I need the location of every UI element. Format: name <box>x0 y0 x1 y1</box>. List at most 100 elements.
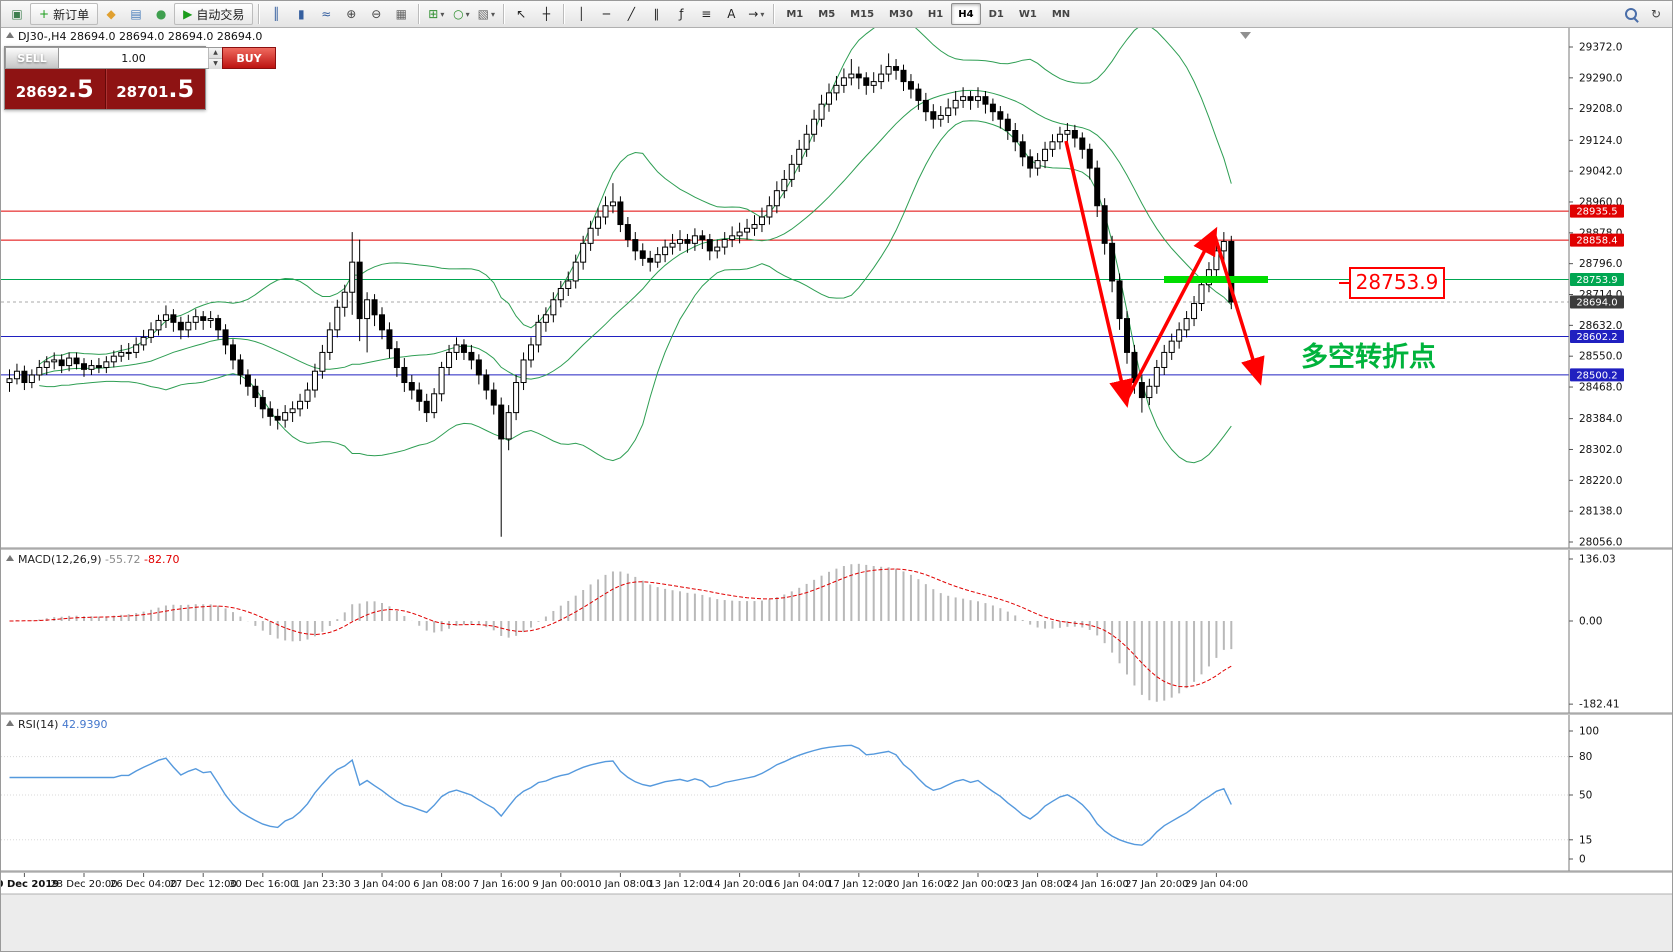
crosshair-icon[interactable]: ┼ <box>534 3 558 25</box>
navigator-icon[interactable]: ● <box>149 3 173 25</box>
navigator-icon: ● <box>155 7 167 21</box>
price-tag <box>1570 272 1624 286</box>
macd-axis-label: -182.41 <box>1579 699 1620 711</box>
rsi-axis-label: 100 <box>1579 726 1599 738</box>
periods-icon: ○ <box>453 7 464 21</box>
trend-arrow-3[interactable] <box>1212 232 1265 386</box>
market-watch-icon: ▤ <box>130 7 142 21</box>
horizontal-line-icon[interactable]: ─ <box>594 3 618 25</box>
order-plus-icon: + <box>39 7 50 21</box>
bar-chart-icon[interactable]: ║ <box>264 3 288 25</box>
time-axis-label: 30 Dec 16:00 <box>229 879 296 890</box>
rsi-time-separator[interactable] <box>1 871 1673 873</box>
sell-button[interactable]: SELL <box>5 47 59 69</box>
zoom-out-icon[interactable]: ⊖ <box>364 3 388 25</box>
dropdown-caret-icon: ▾ <box>440 9 445 19</box>
objects-list-icon[interactable]: ≡ <box>694 3 718 25</box>
rsi-pane <box>1 744 1569 846</box>
market-watch-icon[interactable]: ▤ <box>124 3 148 25</box>
toolbar-separator <box>258 4 260 24</box>
tile-windows-icon: ▦ <box>395 7 407 21</box>
indicators-icon: ⊞ <box>428 7 439 21</box>
zoom-in-icon[interactable]: ⊕ <box>339 3 363 25</box>
macd-pane-collapse-icon[interactable] <box>6 555 14 561</box>
support-highlight-bar[interactable] <box>1164 275 1268 283</box>
vertical-line-icon[interactable]: │ <box>569 3 593 25</box>
zoom-out-icon: ⊖ <box>371 7 382 21</box>
price-callout-box[interactable] <box>1349 267 1445 299</box>
autotrading-button[interactable]: ▶ 自动交易 <box>174 3 254 25</box>
buy-button[interactable]: BUY <box>222 47 276 69</box>
search-button[interactable] <box>1619 3 1643 25</box>
chart-canvas[interactable]: 28753.9 多空转折点 29372.0 29290.0 29208.0 29124.0… <box>1 28 1673 952</box>
text-label-icon[interactable]: A <box>719 3 743 25</box>
buy-price[interactable]: 28701.5 <box>106 75 206 103</box>
svg-text:28858.4: 28858.4 <box>1576 236 1617 247</box>
equidistant-channel-icon[interactable]: ∥ <box>644 3 668 25</box>
macd-rsi-separator[interactable] <box>1 713 1673 715</box>
time-axis-label: 27 Dec 12:00 <box>170 879 237 890</box>
trend-arrow-2[interactable] <box>1124 226 1218 402</box>
search-icon <box>1625 8 1637 20</box>
templates-icon: ▧ <box>477 7 489 21</box>
trendline-icon[interactable]: ╱ <box>619 3 643 25</box>
price-axis-label: 28550.0 <box>1579 351 1622 363</box>
time-axis-label: 10 Jan 08:00 <box>589 879 652 890</box>
rsi-line <box>9 744 1232 846</box>
vertical-line-icon: │ <box>577 7 585 21</box>
periods-icon[interactable]: ○ ▾ <box>449 3 473 25</box>
annotations-layer: 28753.9 多空转折点 <box>1064 140 1445 408</box>
chart-shift-marker[interactable] <box>1240 32 1251 39</box>
timeframe-m15-button[interactable]: M15 <box>843 3 881 25</box>
tile-windows-icon[interactable]: ▦ <box>389 3 413 25</box>
price-axis-label: 29042.0 <box>1579 166 1622 178</box>
trend-arrow-1[interactable] <box>1064 140 1134 408</box>
timeframe-w1-button[interactable]: W1 <box>1012 3 1044 25</box>
time-axis-label: 29 Jan 04:00 <box>1185 879 1248 890</box>
quick-navigation-icon: ↻ <box>1650 7 1662 21</box>
sell-price[interactable]: 28692.5 <box>5 75 105 103</box>
timeframe-m1-button[interactable]: M1 <box>779 3 810 25</box>
macd-axis-label: 0.00 <box>1579 616 1602 628</box>
time-axis-label: 14 Jan 20:00 <box>708 879 771 890</box>
turning-point-note[interactable]: 多空转折点 <box>1301 341 1436 373</box>
main-macd-separator[interactable] <box>1 548 1673 550</box>
main-pane-collapse-icon[interactable] <box>6 32 14 38</box>
time-axis-label: 22 Jan 00:00 <box>946 879 1009 890</box>
buy-price-int: 28701 <box>116 83 169 101</box>
toolbar-separator <box>418 4 420 24</box>
rsi-axis-label: 80 <box>1579 751 1592 763</box>
indicators-icon[interactable]: ⊞ ▾ <box>424 3 448 25</box>
time-axis-label: 7 Jan 16:00 <box>473 879 530 890</box>
price-axis-label: 28302.0 <box>1579 444 1622 456</box>
timeframe-h1-button[interactable]: H1 <box>921 3 950 25</box>
quick-navigation-icon[interactable]: ↻ <box>1644 3 1668 25</box>
templates-icon[interactable]: ▧ ▾ <box>474 3 498 25</box>
price-axis-label: 28138.0 <box>1579 506 1622 518</box>
price-axis-label: 29372.0 <box>1579 42 1622 54</box>
rsi-pane-collapse-icon[interactable] <box>6 720 14 726</box>
line-chart-icon[interactable]: ≈ <box>314 3 338 25</box>
timeframe-d1-button[interactable]: D1 <box>982 3 1011 25</box>
trade-prices-row: 28692.5 28701.5 <box>5 69 205 109</box>
price-axis: 29372.029290.029208.029124.029042.028960… <box>1568 28 1672 894</box>
new-chart-icon[interactable]: ▣ <box>5 3 29 25</box>
chart-background <box>1 28 1672 951</box>
timeframe-mn-button[interactable]: MN <box>1045 3 1077 25</box>
volume-decrease-button[interactable]: ▼ <box>209 59 222 69</box>
arrows-tool-icon[interactable]: → ▾ <box>744 3 768 25</box>
fibonacci-icon[interactable]: ƒ <box>669 3 693 25</box>
new-order-button[interactable]: + 新订单 <box>30 3 99 25</box>
svg-text:28602.2: 28602.2 <box>1576 332 1617 343</box>
timeframe-h4-button[interactable]: H4 <box>951 3 981 25</box>
timeframe-m5-button[interactable]: M5 <box>811 3 842 25</box>
price-callout-text: 28753.9 <box>1356 270 1439 294</box>
candlestick-chart-icon[interactable]: ▮ <box>289 3 313 25</box>
volume-input[interactable] <box>59 48 208 68</box>
volume-increase-button[interactable]: ▲ <box>209 48 222 59</box>
timeframe-m30-button[interactable]: M30 <box>882 3 920 25</box>
cursor-icon[interactable]: ↖ <box>509 3 533 25</box>
time-axis-label: 17 Jan 12:00 <box>827 879 890 890</box>
toolbox-icon[interactable]: ◆ <box>99 3 123 25</box>
